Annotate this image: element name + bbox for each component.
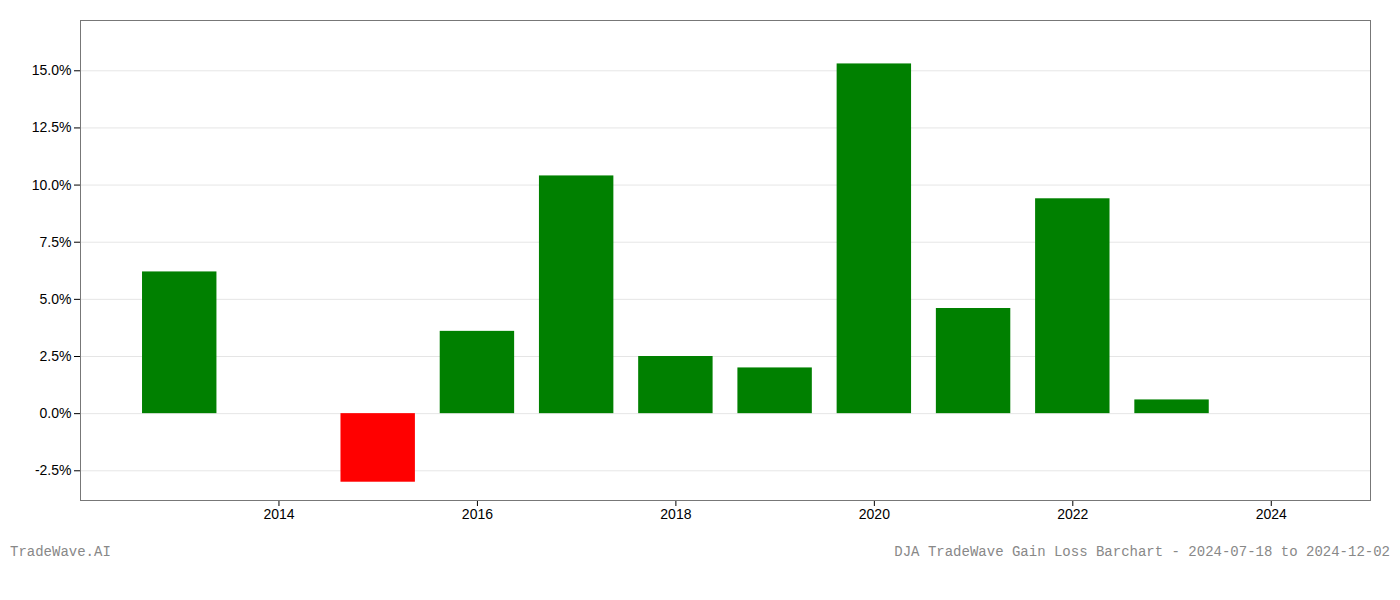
html-text:DJA TradeWave Gain Loss Barcha: DJA TradeWave Gain Loss Barchart - 2024-… <box>894 544 1390 560</box>
svg-text:2024: 2024 <box>1256 506 1287 522</box>
svg-text:0.0%: 0.0% <box>40 405 72 421</box>
svg-text:12.5%: 12.5% <box>32 119 72 135</box>
svg-text:5.0%: 5.0% <box>40 291 72 307</box>
svg-text:2018: 2018 <box>660 506 691 522</box>
svg-text:2.5%: 2.5% <box>40 348 72 364</box>
svg-text:2020: 2020 <box>859 506 890 522</box>
html-text:TradeWave.AI: TradeWave.AI <box>10 544 111 560</box>
svg-text:2014: 2014 <box>263 506 294 522</box>
svg-text:-2.5%: -2.5% <box>35 462 72 478</box>
svg-text:15.0%: 15.0% <box>32 62 72 78</box>
svg-text:10.0%: 10.0% <box>32 177 72 193</box>
svg-text:2022: 2022 <box>1057 506 1088 522</box>
svg-text:2016: 2016 <box>462 506 493 522</box>
svg-text:7.5%: 7.5% <box>40 234 72 250</box>
